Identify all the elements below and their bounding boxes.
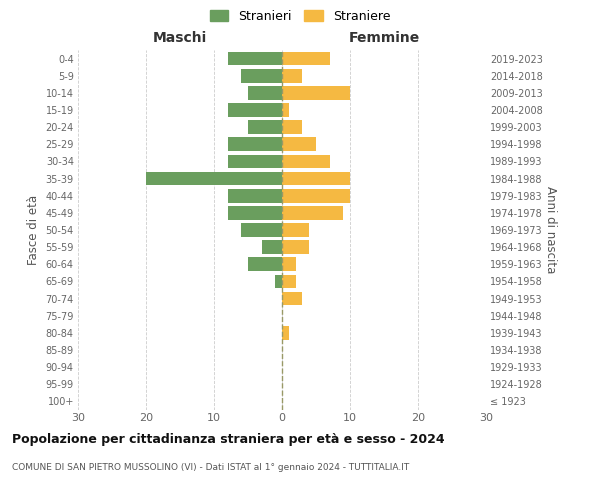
Bar	[248, 86, 282, 100]
Text: Femmine: Femmine	[349, 31, 419, 45]
Bar	[282, 172, 350, 185]
Bar	[248, 120, 282, 134]
Bar	[282, 86, 350, 100]
Bar	[282, 206, 343, 220]
Bar	[282, 326, 289, 340]
Bar	[282, 52, 329, 66]
Legend: Stranieri, Straniere: Stranieri, Straniere	[205, 5, 395, 28]
Bar	[241, 69, 282, 82]
Bar	[282, 240, 309, 254]
Bar	[282, 189, 350, 202]
Bar	[227, 103, 282, 117]
Bar	[282, 120, 302, 134]
Bar	[227, 189, 282, 202]
Bar	[227, 52, 282, 66]
Bar	[227, 138, 282, 151]
Bar	[282, 274, 296, 288]
Bar	[248, 258, 282, 271]
Bar	[241, 223, 282, 237]
Y-axis label: Fasce di età: Fasce di età	[27, 195, 40, 265]
Bar	[282, 154, 329, 168]
Bar	[262, 240, 282, 254]
Bar	[282, 138, 316, 151]
Bar	[282, 223, 309, 237]
Bar	[146, 172, 282, 185]
Text: Popolazione per cittadinanza straniera per età e sesso - 2024: Popolazione per cittadinanza straniera p…	[12, 432, 445, 446]
Bar	[282, 292, 302, 306]
Bar	[227, 154, 282, 168]
Bar	[282, 258, 296, 271]
Bar	[282, 69, 302, 82]
Bar	[282, 103, 289, 117]
Y-axis label: Anni di nascita: Anni di nascita	[544, 186, 557, 274]
Bar	[275, 274, 282, 288]
Text: Maschi: Maschi	[153, 31, 207, 45]
Text: COMUNE DI SAN PIETRO MUSSOLINO (VI) - Dati ISTAT al 1° gennaio 2024 - TUTTITALIA: COMUNE DI SAN PIETRO MUSSOLINO (VI) - Da…	[12, 462, 409, 471]
Bar	[227, 206, 282, 220]
